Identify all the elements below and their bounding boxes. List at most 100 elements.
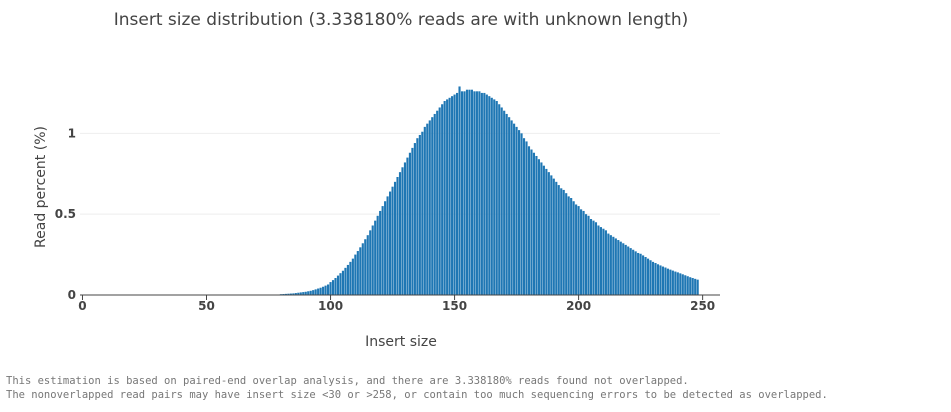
bar (555, 182, 557, 295)
bar (523, 138, 525, 295)
bar (550, 175, 552, 295)
bar (516, 127, 518, 295)
bar (372, 225, 374, 295)
bar (414, 143, 416, 295)
bar (560, 188, 562, 295)
x-tick-label: 100 (318, 299, 343, 313)
bar (645, 257, 647, 295)
bar (352, 259, 354, 295)
bar (312, 290, 314, 295)
bar (426, 124, 428, 295)
bar (632, 250, 634, 295)
bar (337, 276, 339, 295)
bar (508, 117, 510, 295)
bar (627, 247, 629, 295)
bar (565, 193, 567, 295)
bar (466, 90, 468, 295)
bar (612, 237, 614, 295)
bar (468, 90, 470, 295)
bar (357, 251, 359, 295)
bar (642, 255, 644, 295)
bar (518, 130, 520, 295)
bar (674, 272, 676, 295)
bar (543, 166, 545, 295)
bar (404, 162, 406, 295)
bar (307, 291, 309, 295)
footnote: This estimation is based on paired-end o… (6, 375, 689, 387)
bar (687, 276, 689, 295)
bar (620, 242, 622, 295)
bar (640, 254, 642, 295)
bar (431, 117, 433, 295)
bar (684, 275, 686, 295)
bar (456, 93, 458, 295)
bar (379, 211, 381, 295)
bar (451, 96, 453, 295)
bar (354, 255, 356, 295)
bar (449, 98, 451, 295)
bar (339, 273, 341, 295)
y-axis-label: Read percent (%) (33, 126, 49, 248)
bar (503, 111, 505, 295)
bar (659, 265, 661, 295)
bar (657, 264, 659, 295)
bar (587, 216, 589, 295)
bar (419, 135, 421, 295)
bar (652, 262, 654, 295)
bar (664, 268, 666, 295)
bar (444, 101, 446, 295)
bar (362, 243, 364, 295)
bar (570, 198, 572, 295)
bar (582, 211, 584, 295)
bar (325, 286, 327, 295)
bar (635, 251, 637, 295)
bar (488, 96, 490, 295)
bar (317, 289, 319, 295)
bar (538, 159, 540, 295)
y-tick-label: 0 (68, 288, 76, 302)
x-tick-label: 150 (442, 299, 467, 313)
bar (406, 158, 408, 295)
bar (421, 132, 423, 295)
bar (498, 104, 500, 295)
bar (654, 263, 656, 295)
bar (622, 243, 624, 295)
bar (476, 91, 478, 295)
bar (667, 269, 669, 295)
bar (617, 240, 619, 295)
bar (463, 91, 465, 295)
bar (662, 267, 664, 295)
bar (399, 172, 401, 295)
x-tick-label: 200 (566, 299, 591, 313)
bar (679, 273, 681, 295)
bar (411, 148, 413, 295)
bar (607, 234, 609, 295)
bar (511, 120, 513, 295)
bar (697, 280, 699, 295)
bar (322, 287, 324, 295)
bar (592, 221, 594, 295)
bar (563, 190, 565, 295)
bar (342, 271, 344, 295)
x-tick-label: 0 (78, 299, 86, 313)
bar (615, 238, 617, 295)
bar (424, 127, 426, 295)
bar (349, 262, 351, 295)
bar (429, 120, 431, 295)
bar (401, 167, 403, 295)
x-axis-label: Insert size (365, 334, 437, 350)
bar (327, 284, 329, 295)
bar (369, 230, 371, 295)
bar (391, 187, 393, 295)
bar (332, 280, 334, 295)
bar (595, 222, 597, 295)
bar (471, 90, 473, 295)
bar (389, 192, 391, 295)
bar (535, 156, 537, 295)
bar (525, 141, 527, 295)
bar (315, 289, 317, 295)
bar (364, 239, 366, 295)
bar (625, 245, 627, 295)
bar (382, 206, 384, 295)
bar (553, 179, 555, 295)
